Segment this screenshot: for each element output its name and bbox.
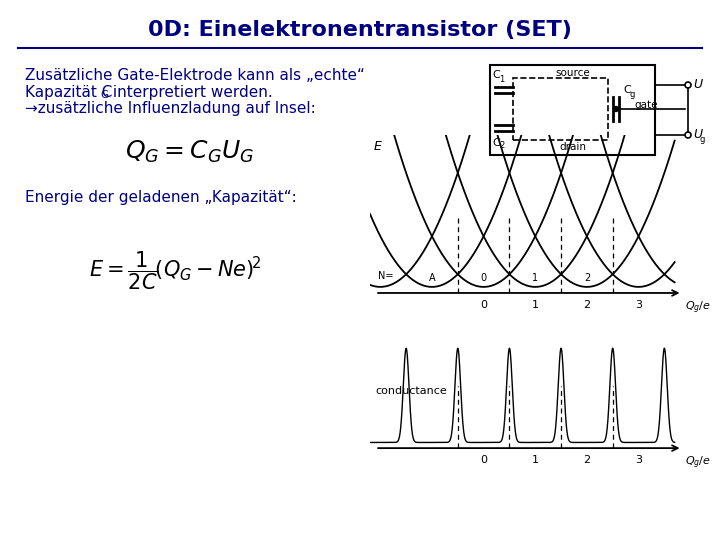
Text: $Q_G = C_G U_G$: $Q_G = C_G U_G$ — [125, 138, 255, 165]
Text: 2: 2 — [499, 141, 504, 150]
Text: 0: 0 — [480, 455, 487, 465]
Text: g: g — [630, 90, 635, 99]
Text: U: U — [693, 129, 702, 141]
Text: C: C — [492, 70, 500, 80]
Text: A: A — [428, 273, 436, 283]
Text: source: source — [555, 68, 590, 78]
Text: 0: 0 — [480, 273, 487, 283]
Text: G: G — [100, 90, 108, 100]
Text: C: C — [623, 85, 631, 95]
Text: Kapazität C: Kapazität C — [25, 84, 112, 99]
Text: drain: drain — [559, 142, 586, 152]
Text: $E = \dfrac{1}{2C}\!\left(Q_G - Ne\right)^{\!2}$: $E = \dfrac{1}{2C}\!\left(Q_G - Ne\right… — [89, 249, 261, 292]
Text: interpretiert werden.: interpretiert werden. — [108, 84, 273, 99]
Text: $Q_g/e$: $Q_g/e$ — [685, 455, 711, 471]
Text: Zusätzliche Gate-Elektrode kann als „echte“: Zusätzliche Gate-Elektrode kann als „ech… — [25, 68, 365, 83]
Bar — [513, 78, 608, 140]
Text: 2: 2 — [584, 273, 590, 283]
Text: conductance: conductance — [375, 386, 447, 396]
Text: $Q_g/e$: $Q_g/e$ — [685, 300, 711, 316]
Text: g: g — [700, 134, 706, 144]
Text: 1: 1 — [532, 273, 539, 283]
Text: 2: 2 — [583, 300, 590, 310]
Text: N=: N= — [378, 271, 393, 281]
Text: 1: 1 — [532, 455, 539, 465]
Text: 0D: Einelektronentransistor (SET): 0D: Einelektronentransistor (SET) — [148, 20, 572, 40]
Text: 1: 1 — [532, 300, 539, 310]
Circle shape — [613, 106, 618, 111]
Text: 3: 3 — [635, 455, 642, 465]
Text: 1: 1 — [499, 75, 504, 84]
Text: 2: 2 — [583, 455, 590, 465]
Bar — [490, 65, 655, 155]
Text: $E$: $E$ — [372, 140, 382, 153]
Text: 3: 3 — [635, 300, 642, 310]
Text: gate: gate — [634, 100, 657, 110]
Text: Energie der geladenen „Kapazität“:: Energie der geladenen „Kapazität“: — [25, 190, 297, 205]
Text: C: C — [492, 138, 500, 148]
Text: U: U — [693, 78, 702, 91]
Text: →zusätzliche Influenzladung auf Insel:: →zusätzliche Influenzladung auf Insel: — [25, 102, 316, 117]
Text: 0: 0 — [480, 300, 487, 310]
